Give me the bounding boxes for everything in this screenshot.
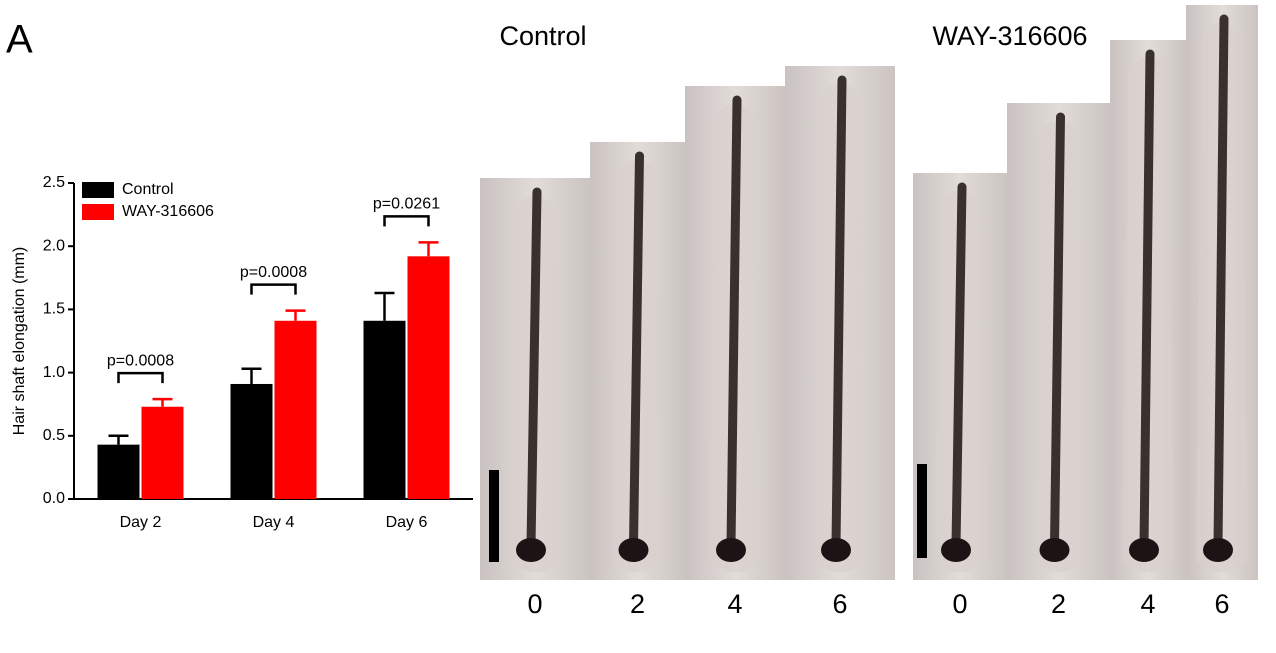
legend-swatch bbox=[82, 182, 114, 198]
hair-shaft bbox=[726, 95, 742, 550]
hair-bulb bbox=[516, 538, 546, 562]
bar bbox=[407, 256, 450, 499]
y-tick-label: 0.5 bbox=[43, 427, 65, 444]
panel-label: A bbox=[6, 18, 33, 62]
day-label: 0 bbox=[952, 589, 967, 619]
hair-bulb bbox=[716, 538, 746, 562]
y-tick-label: 1.5 bbox=[43, 301, 65, 318]
hair-bulb bbox=[941, 538, 971, 562]
hair-bulb bbox=[821, 538, 851, 562]
bar bbox=[363, 320, 406, 499]
y-axis-label: Hair shaft elongation (mm) bbox=[11, 247, 28, 436]
p-value: p=0.0261 bbox=[373, 196, 440, 213]
hair-shaft bbox=[1213, 14, 1229, 550]
y-tick-label: 0.0 bbox=[43, 490, 65, 507]
day-label: 4 bbox=[727, 589, 742, 619]
hair-bulb bbox=[1039, 538, 1070, 562]
day-label: 6 bbox=[832, 589, 847, 619]
x-tick-label: Day 6 bbox=[386, 514, 428, 531]
legend-swatch bbox=[82, 204, 114, 220]
significance-bracket bbox=[383, 215, 430, 227]
hair-shaft bbox=[1050, 112, 1065, 550]
day-label: 0 bbox=[527, 589, 542, 619]
bar bbox=[141, 406, 184, 499]
hair-shaft bbox=[831, 75, 847, 550]
x-tick-label: Day 4 bbox=[253, 514, 295, 531]
hair-shaft bbox=[526, 187, 542, 550]
bar bbox=[274, 320, 317, 499]
hair-shaft bbox=[629, 151, 644, 550]
p-value: p=0.0008 bbox=[107, 352, 174, 369]
scale-bar bbox=[917, 464, 927, 558]
x-tick-label: Day 2 bbox=[120, 514, 162, 531]
group-title: Control bbox=[499, 21, 586, 51]
day-label: 2 bbox=[1051, 589, 1066, 619]
bar bbox=[97, 444, 140, 499]
hair-shaft bbox=[951, 182, 967, 550]
y-tick-label: 2.0 bbox=[43, 237, 65, 254]
significance-bracket bbox=[250, 283, 297, 295]
day-label: 4 bbox=[1140, 589, 1155, 619]
legend-label: WAY-316606 bbox=[122, 203, 214, 220]
day-label: 6 bbox=[1214, 589, 1229, 619]
hair-bulb bbox=[1129, 538, 1159, 562]
bar bbox=[230, 383, 273, 499]
p-value: p=0.0008 bbox=[240, 264, 307, 281]
y-tick-label: 1.0 bbox=[43, 364, 65, 381]
hair-shaft bbox=[1139, 49, 1155, 550]
scale-bar bbox=[489, 470, 499, 562]
y-tick-label: 2.5 bbox=[43, 174, 65, 191]
significance-bracket bbox=[117, 371, 164, 384]
hair-bulb bbox=[1203, 538, 1233, 562]
group-title: WAY-316606 bbox=[932, 21, 1087, 51]
day-label: 2 bbox=[630, 589, 645, 619]
hair-bulb bbox=[618, 538, 649, 562]
legend-label: Control bbox=[122, 181, 174, 198]
